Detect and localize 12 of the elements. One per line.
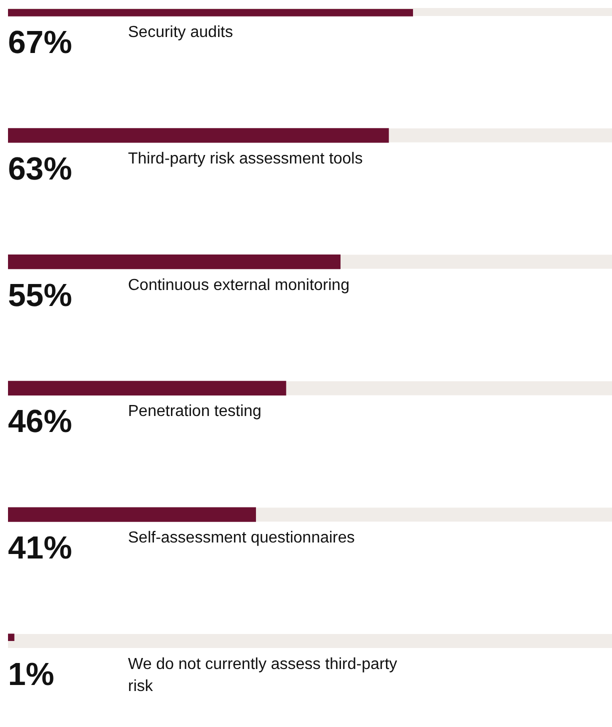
y-tick-label: Third-party risk assessment tools [128,150,363,168]
y-tick-label: Self-assessment questionnaires [128,530,355,547]
data-label: 1% [8,656,54,692]
data-label: 55% [8,276,72,313]
data-label: 67% [8,24,72,60]
data-label: 41% [8,530,72,566]
y-tick-label: Continuous external monitoring [128,276,350,294]
y-tick-label: We do not currently assess third-party risk [128,656,398,695]
data-label: 46% [8,403,72,440]
y-tick-label: Penetration testing [128,403,262,420]
y-tick-label: Security audits [128,24,233,41]
data-label: 63% [8,150,72,186]
